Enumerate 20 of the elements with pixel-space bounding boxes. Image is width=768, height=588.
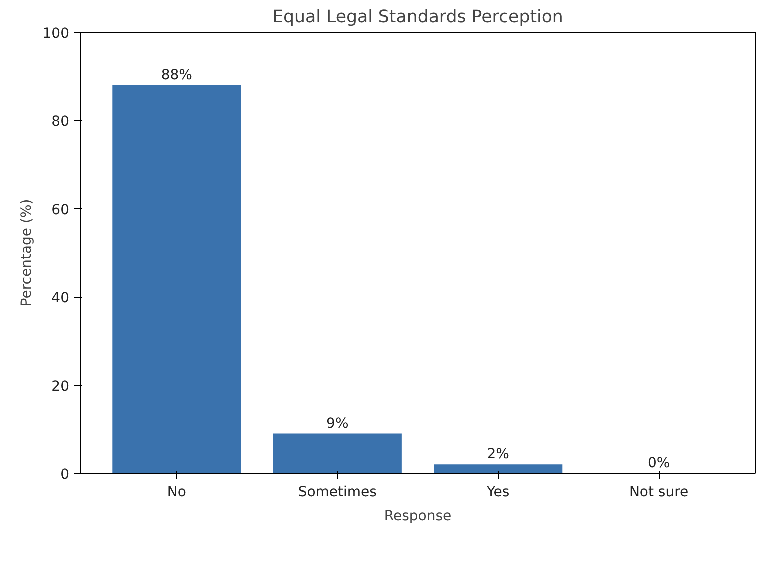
- x-axis-title: Response: [384, 508, 452, 524]
- x-tick-label: No: [167, 484, 186, 500]
- y-tick-label: 100: [42, 26, 70, 42]
- y-tick-label: 20: [52, 378, 70, 395]
- bar: [273, 434, 402, 474]
- y-tick-label: 0: [60, 467, 70, 483]
- data-label: 2%: [487, 446, 510, 463]
- x-tick-label: Not sure: [629, 484, 689, 500]
- y-tick-label: 60: [52, 202, 70, 218]
- y-tick-label: 40: [52, 290, 70, 307]
- chart-title: Equal Legal Standards Perception: [272, 8, 564, 28]
- data-label: 88%: [161, 67, 192, 84]
- x-tick-label: Sometimes: [298, 484, 377, 500]
- bar: [434, 464, 563, 474]
- x-tick-label: Yes: [486, 484, 510, 500]
- bar: [112, 85, 242, 474]
- data-label: 0%: [648, 456, 670, 472]
- data-label: 9%: [326, 416, 349, 432]
- y-axis-title: Percentage (%): [18, 199, 35, 307]
- y-tick-label: 80: [52, 114, 70, 130]
